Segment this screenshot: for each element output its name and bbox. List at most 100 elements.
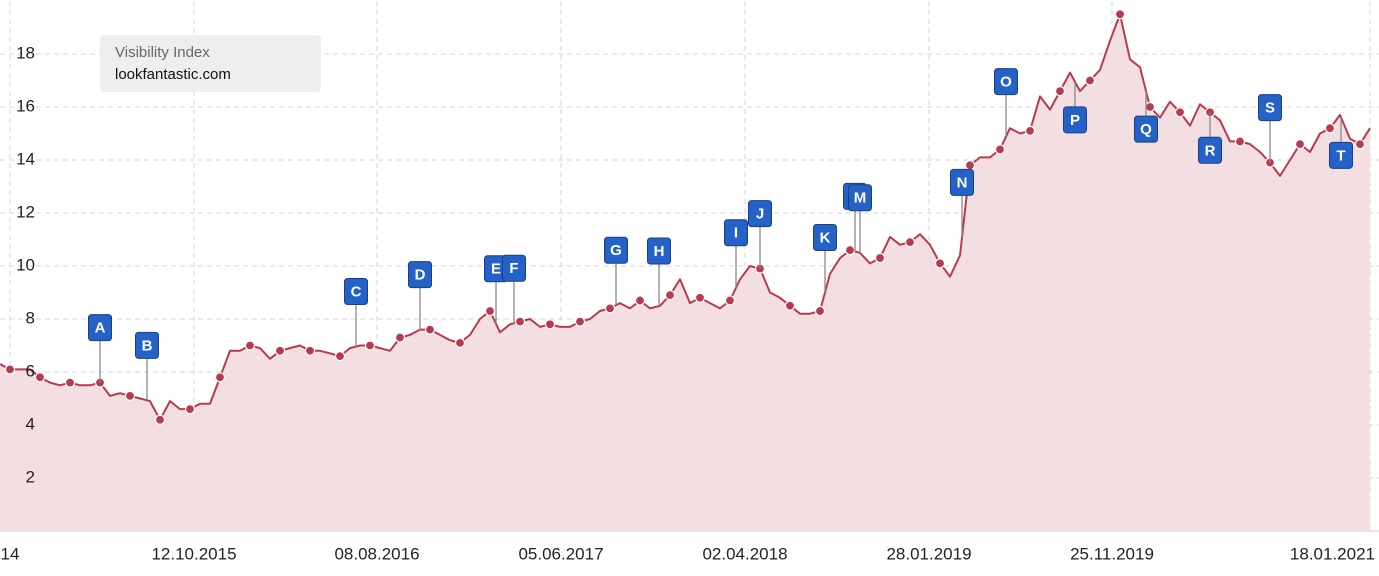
data-point <box>574 316 586 327</box>
data-point <box>424 324 436 335</box>
data-point <box>544 319 556 330</box>
x-tick-label: 02.04.2018 <box>702 544 787 563</box>
data-point <box>1354 139 1366 150</box>
event-marker <box>1063 106 1087 134</box>
data-point <box>34 372 46 383</box>
y-tick-label: 12 <box>16 202 35 221</box>
event-marker <box>408 261 432 289</box>
event-marker <box>1329 141 1353 169</box>
data-point <box>1144 101 1156 113</box>
event-label: I <box>734 225 738 242</box>
data-point <box>1054 85 1066 97</box>
x-tick-label: 05.06.2017 <box>518 544 603 563</box>
data-point <box>604 303 616 314</box>
data-point <box>124 390 136 401</box>
event-label: P <box>1070 112 1080 129</box>
legend: Visibility Index lookfantastic.com <box>100 35 321 92</box>
data-point <box>484 305 496 317</box>
data-point <box>904 237 916 248</box>
event-label: R <box>1205 142 1216 159</box>
x-tick-label: 28.01.2019 <box>886 544 971 563</box>
y-tick-label: 8 <box>26 308 35 327</box>
data-point <box>1084 75 1096 86</box>
y-tick-label: 14 <box>16 149 35 168</box>
data-point <box>4 364 16 375</box>
legend-title: Visibility Index <box>115 44 210 61</box>
event-marker <box>1198 136 1222 164</box>
data-point <box>694 292 706 303</box>
data-point <box>844 245 856 256</box>
y-tick-label: 4 <box>26 414 35 433</box>
data-point <box>1234 136 1246 147</box>
data-point <box>964 160 976 171</box>
data-point <box>934 258 946 269</box>
event-label: B <box>142 337 153 354</box>
legend-entry: lookfantastic.com <box>115 66 231 83</box>
x-tick-label: 2014 <box>0 544 19 563</box>
data-point <box>634 295 646 306</box>
event-label: J <box>756 206 764 223</box>
event-marker <box>994 68 1018 96</box>
event-label: K <box>820 229 831 246</box>
data-point <box>364 340 376 351</box>
event-label: D <box>415 267 426 284</box>
event-label: C <box>351 284 362 301</box>
x-tick-label: 08.08.2016 <box>334 544 419 563</box>
event-label: E <box>491 261 501 278</box>
axis-labels: 2 4 6 8 10 12 14 16 18 2014 12.10.2015 08.08.2016 05… <box>0 43 1375 563</box>
event-marker <box>344 278 368 306</box>
event-marker <box>848 184 872 212</box>
data-point <box>334 351 346 362</box>
y-tick-label: 16 <box>16 96 35 115</box>
data-point <box>154 414 166 425</box>
data-point <box>994 144 1006 155</box>
event-label: M <box>854 190 867 207</box>
event-marker <box>135 331 159 359</box>
event-marker <box>88 314 112 342</box>
data-point <box>1114 9 1126 20</box>
event-label: G <box>610 242 622 259</box>
data-point <box>784 300 796 311</box>
event-label: S <box>1265 100 1275 117</box>
event-label: N <box>957 174 968 191</box>
data-point <box>394 332 406 343</box>
event-label: T <box>1336 147 1345 164</box>
data-point <box>64 377 76 388</box>
data-point <box>244 340 256 351</box>
data-point <box>664 290 676 301</box>
x-tick-label: 18.01.2021 <box>1290 544 1375 563</box>
data-point <box>514 316 526 327</box>
event-label: O <box>1000 74 1012 91</box>
event-marker <box>813 224 837 251</box>
data-point <box>1324 123 1336 134</box>
data-point <box>1294 139 1306 150</box>
data-point <box>454 337 466 348</box>
event-label: F <box>509 260 518 277</box>
x-tick-label: 25.11.2019 <box>1070 544 1154 563</box>
data-point <box>814 305 826 317</box>
y-tick-label: 2 <box>26 467 35 486</box>
data-point <box>1024 125 1036 136</box>
event-marker <box>950 168 974 196</box>
data-point <box>1174 107 1186 118</box>
event-marker <box>748 200 772 228</box>
data-point <box>874 252 886 264</box>
event-marker <box>502 254 526 282</box>
line <box>0 13 1371 421</box>
data-point <box>214 372 226 383</box>
event-label: Q <box>1140 121 1152 138</box>
data-point <box>274 345 286 356</box>
legend-box <box>100 35 321 92</box>
y-tick-label: 18 <box>16 43 35 62</box>
event-label: A <box>95 320 106 337</box>
data-point <box>304 345 316 356</box>
events-layer: ABCDEFGHIJKLMNOPQRST <box>88 68 1353 401</box>
area <box>0 14 1370 532</box>
event-marker <box>1134 115 1158 143</box>
y-tick-label: 10 <box>16 255 35 274</box>
data-point <box>184 404 196 415</box>
x-tick-label: 12.10.2015 <box>151 544 236 563</box>
event-marker <box>724 219 748 247</box>
event-marker <box>647 237 671 265</box>
